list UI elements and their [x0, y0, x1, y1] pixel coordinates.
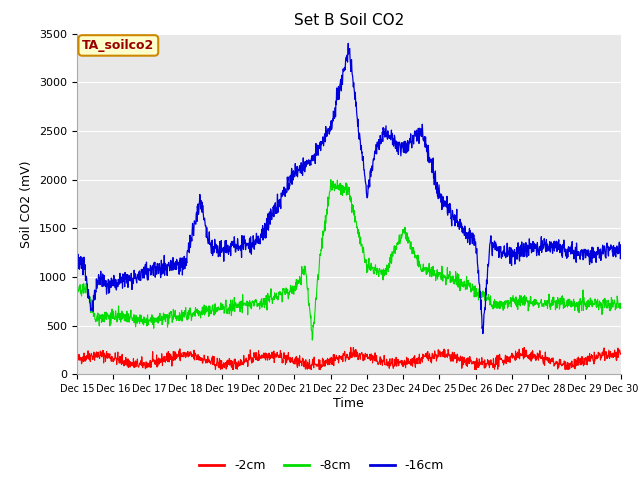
-8cm — [383, 264, 391, 270]
-2cm — [304, 361, 312, 367]
-8cm — [137, 312, 145, 318]
-2cm — [520, 345, 528, 350]
-8cm — [617, 302, 625, 308]
-16cm — [137, 273, 145, 279]
-16cm — [115, 279, 123, 285]
X-axis label: Time: Time — [333, 397, 364, 410]
-2cm — [617, 351, 625, 357]
Y-axis label: Soil CO2 (mV): Soil CO2 (mV) — [20, 160, 33, 248]
-2cm — [316, 367, 323, 372]
-8cm — [316, 263, 323, 268]
Text: TA_soilco2: TA_soilco2 — [82, 39, 154, 52]
-16cm — [304, 161, 312, 167]
Line: -2cm: -2cm — [77, 348, 621, 370]
Line: -16cm: -16cm — [77, 43, 621, 334]
Legend: -2cm, -8cm, -16cm: -2cm, -8cm, -16cm — [194, 454, 449, 477]
Title: Set B Soil CO2: Set B Soil CO2 — [294, 13, 404, 28]
-16cm — [325, 126, 333, 132]
Line: -8cm: -8cm — [77, 180, 621, 340]
-16cm — [383, 131, 390, 137]
-16cm — [344, 40, 352, 46]
-2cm — [383, 356, 390, 362]
-8cm — [115, 313, 123, 319]
-2cm — [115, 357, 123, 362]
-8cm — [325, 196, 333, 202]
-16cm — [479, 331, 487, 336]
-16cm — [315, 143, 323, 149]
-8cm — [327, 177, 335, 182]
-8cm — [308, 337, 316, 343]
-2cm — [325, 359, 333, 365]
-2cm — [229, 367, 237, 372]
-2cm — [137, 358, 145, 363]
-8cm — [73, 284, 81, 290]
-2cm — [73, 356, 81, 361]
-16cm — [73, 268, 81, 274]
-8cm — [304, 287, 312, 293]
-16cm — [617, 252, 625, 257]
